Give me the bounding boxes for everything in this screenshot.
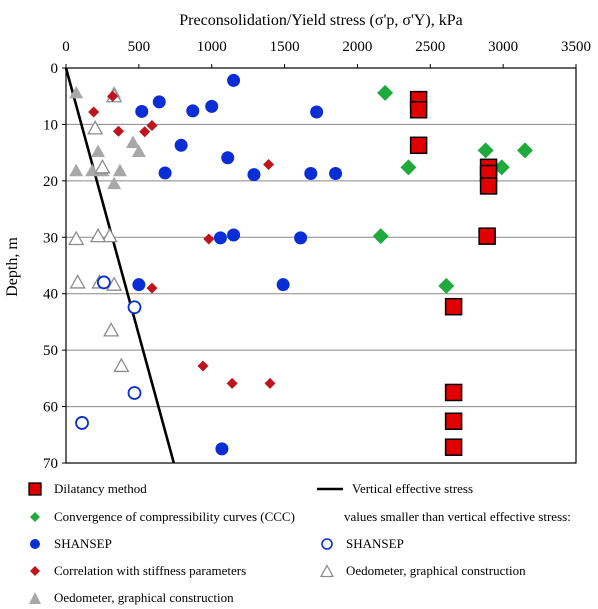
shansep-open-point: [75, 416, 89, 430]
correlation-point: [146, 120, 158, 132]
oedometer-filled-point: [69, 163, 84, 177]
shansep-point: [205, 99, 219, 113]
x-tick-labels: 0 500 1000 1500 2000 2500 3000 3500: [62, 39, 591, 55]
dilatancy-point: [444, 412, 463, 430]
shansep-point: [213, 231, 227, 245]
shansep-point: [310, 105, 324, 119]
correlation-point: [264, 377, 276, 389]
shansep-point: [294, 231, 308, 245]
correlation-point: [146, 282, 158, 294]
oedometer-filled-point: [69, 85, 84, 99]
plot-frame: [65, 67, 577, 464]
y-tick-label: 60: [43, 400, 58, 416]
oedometer-open-point: [103, 322, 120, 337]
shansep-open-point: [96, 275, 111, 290]
shansep-open-point: [127, 300, 142, 315]
y-tick-label: 0: [51, 61, 59, 77]
x-tick-label: 1000: [197, 39, 227, 55]
shansep-point: [135, 104, 149, 118]
y-tick-label: 70: [43, 456, 58, 472]
shansep-point: [215, 442, 229, 456]
dilatancy-point: [479, 177, 498, 195]
x-axis-title: Preconsolidation/Yield stress (σ'p, σ'Y)…: [179, 12, 462, 29]
data-marks: [64, 67, 533, 464]
oedometer-filled-point: [131, 144, 146, 158]
shansep-point: [221, 151, 235, 165]
shansep-point: [152, 95, 166, 109]
y-tick-label: 30: [43, 230, 58, 246]
x-tick-label: 0: [62, 39, 70, 55]
ccc-point: [400, 159, 417, 176]
shansep-point: [174, 138, 188, 152]
dilatancy-point: [444, 297, 463, 316]
oedometer-filled-point: [126, 135, 141, 148]
oedometer-open-point: [87, 120, 104, 135]
correlation-point: [263, 158, 275, 170]
axes: [62, 64, 577, 464]
oedometer-open-point: [89, 227, 107, 243]
shansep-point: [186, 104, 200, 118]
correlation-point: [197, 360, 209, 372]
oedometer-open-point: [69, 274, 86, 289]
y-tick-label: 50: [43, 343, 58, 359]
oedometer-open-point: [68, 230, 85, 246]
ccc-point: [477, 142, 494, 159]
x-tick-label: 2000: [342, 39, 372, 55]
shansep-point: [276, 278, 290, 292]
shansep-point: [158, 166, 172, 180]
dilatancy-point: [478, 227, 496, 245]
gridlines: [66, 123, 576, 408]
shansep-point: [247, 168, 261, 182]
oedometer-filled-point: [91, 144, 106, 158]
correlation-point: [203, 233, 215, 245]
oedometer-filled-point: [112, 163, 127, 177]
shansep-point: [227, 228, 241, 242]
x-tick-label: 500: [128, 39, 151, 55]
shansep-point: [227, 73, 241, 87]
correlation-point: [139, 126, 151, 138]
shansep-point: [132, 278, 146, 292]
shansep-open-point: [127, 386, 142, 400]
dilatancy-point: [444, 383, 463, 402]
shansep-point: [329, 167, 343, 181]
ccc-point: [377, 84, 394, 101]
ccc-point: [517, 142, 533, 159]
y-axis-title: Depth, m: [4, 237, 21, 297]
x-tick-label: 1500: [270, 39, 300, 55]
shansep-point: [304, 167, 318, 181]
dilatancy-point: [409, 101, 428, 119]
oedometer-open-point: [94, 158, 111, 174]
x-tick-label: 2500: [415, 39, 445, 55]
y-tick-label: 10: [43, 117, 58, 133]
y-tick-label: 40: [43, 287, 58, 303]
correlation-point: [88, 106, 100, 118]
correlation-point: [112, 125, 124, 137]
vertical-effective-stress-line: [64, 67, 176, 464]
oedometer-open-point: [101, 227, 118, 243]
correlation-point: [107, 90, 119, 102]
y-tick-labels: 0 10 20 30 40 50 60 70: [43, 61, 58, 472]
ccc-point: [438, 277, 455, 294]
ccc-point: [493, 159, 510, 176]
oedometer-filled-point: [107, 176, 122, 190]
x-tick-label: 3000: [488, 39, 518, 55]
dilatancy-point: [444, 438, 463, 456]
ccc-point: [372, 228, 389, 245]
dilatancy-point: [409, 136, 428, 155]
y-tick-label: 20: [43, 174, 58, 190]
x-tick-label: 3500: [561, 39, 591, 55]
oedometer-open-point: [113, 357, 130, 373]
correlation-point: [226, 377, 238, 389]
